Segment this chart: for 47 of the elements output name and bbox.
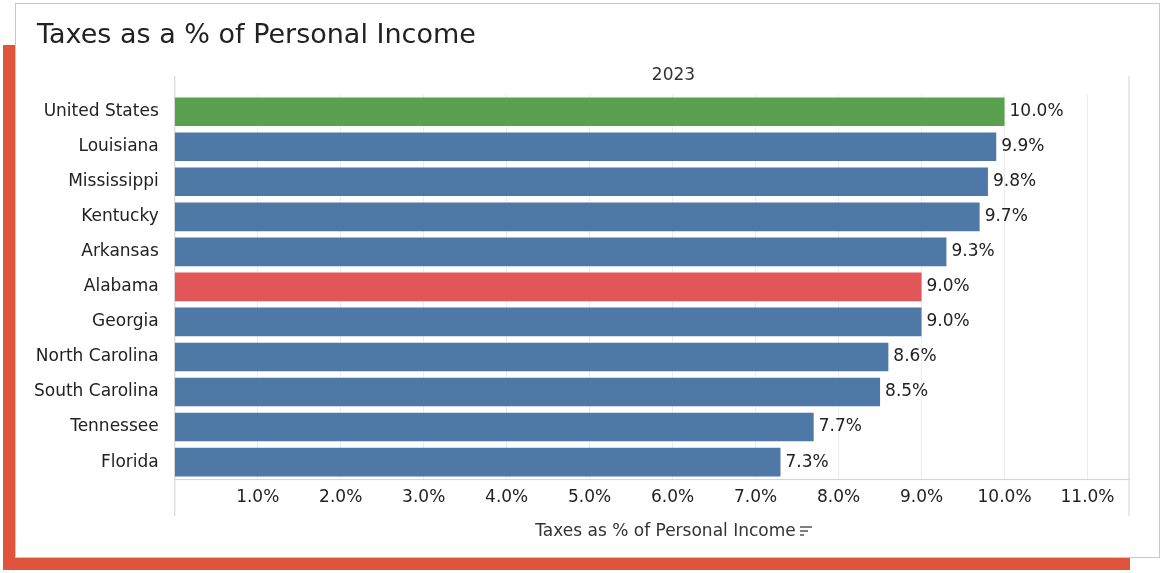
y-tick-label: Arkansas — [81, 240, 159, 261]
bar — [174, 377, 881, 407]
bar — [174, 132, 997, 162]
x-tick-label: 1.0% — [236, 486, 280, 507]
y-tick-label: Louisiana — [78, 135, 159, 156]
bar — [174, 412, 814, 442]
bar — [174, 307, 922, 337]
y-tick-label: Tennessee — [69, 415, 159, 436]
bar — [174, 202, 980, 232]
bar — [174, 97, 1005, 127]
x-tick-label: 8.0% — [816, 486, 861, 507]
data-label: 7.3% — [785, 450, 829, 471]
chart-subtitle: 2023 — [650, 64, 697, 84]
y-tick-label: South Carolina — [33, 380, 159, 401]
x-tick-label: 5.0% — [568, 486, 612, 507]
x-axis-title: Taxes as % of Personal Income — [535, 520, 796, 540]
x-tick-label: 4.0% — [485, 486, 529, 507]
data-label: 9.3% — [951, 240, 995, 261]
y-tick-label: Kentucky — [81, 205, 159, 226]
y-tick-label: Alabama — [83, 275, 159, 296]
y-tick-label: Florida — [100, 450, 159, 471]
x-tick-label: 10.0% — [977, 486, 1032, 507]
data-label: 8.6% — [893, 345, 937, 366]
data-label: 9.0% — [926, 275, 970, 296]
bar — [174, 272, 922, 302]
x-tick-label: 2.0% — [319, 486, 363, 507]
data-label: 8.5% — [885, 380, 929, 401]
x-tick-label: 7.0% — [734, 486, 778, 507]
data-label: 9.0% — [926, 310, 970, 331]
data-label: 9.7% — [984, 205, 1028, 226]
bar — [174, 447, 781, 477]
chart-title: Taxes as a % of Personal Income — [37, 18, 476, 49]
y-tick-label: United States — [43, 100, 159, 121]
data-label: 10.0% — [1009, 100, 1064, 121]
x-tick-label: 11.0% — [1060, 486, 1115, 507]
bar — [174, 237, 947, 267]
data-label: 9.9% — [1001, 135, 1045, 156]
data-label: 7.7% — [818, 415, 862, 436]
data-label: 9.8% — [992, 170, 1037, 191]
bar — [174, 167, 988, 197]
bar — [174, 342, 889, 372]
x-tick-label: 3.0% — [402, 486, 446, 507]
y-tick-label: Georgia — [92, 310, 159, 331]
y-tick-label: Mississippi — [68, 170, 159, 191]
x-tick-label: 6.0% — [651, 486, 695, 507]
y-tick-label: North Carolina — [35, 345, 159, 366]
x-tick-label: 9.0% — [899, 486, 944, 507]
